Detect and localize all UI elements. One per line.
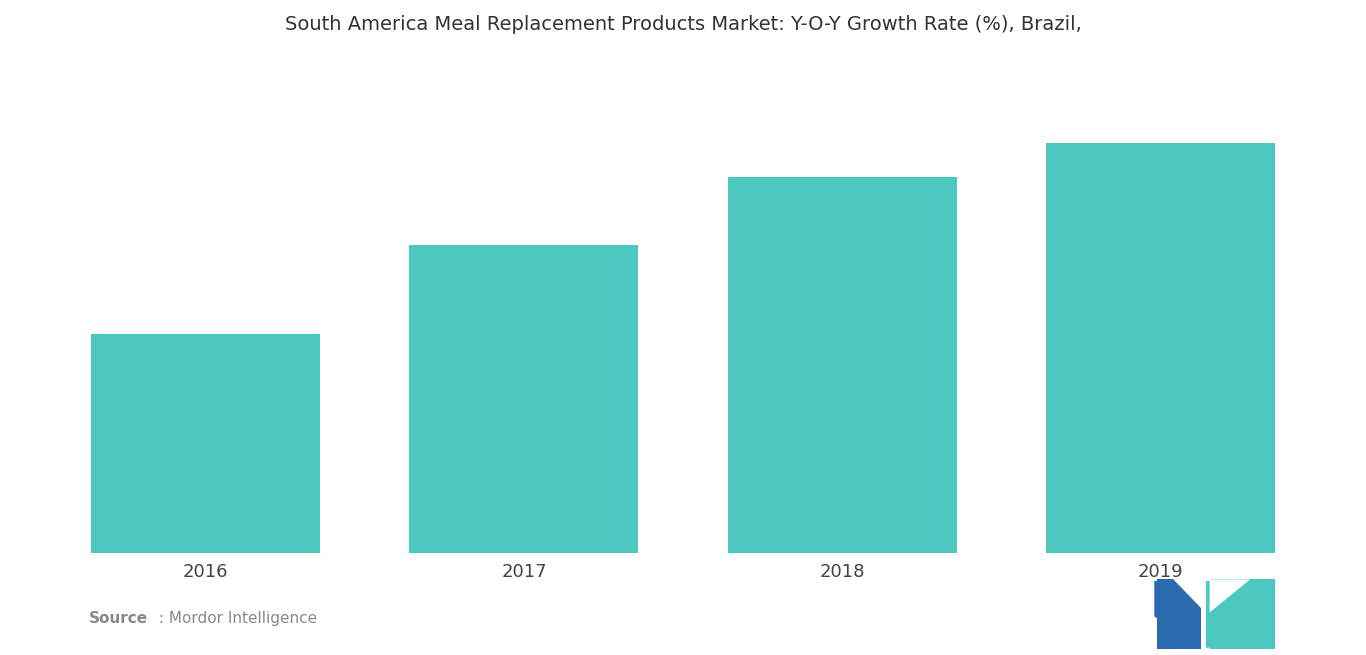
Polygon shape [1210, 580, 1274, 649]
Polygon shape [1154, 581, 1197, 648]
Text: Source: Source [89, 610, 148, 626]
Polygon shape [1157, 580, 1201, 649]
Bar [410, 246, 638, 553]
Polygon shape [1210, 580, 1250, 612]
Bar [92, 334, 321, 553]
Bar [1045, 143, 1274, 553]
Title: South America Meal Replacement Products Market: Y-O-Y Growth Rate (%), Brazil,: South America Meal Replacement Products … [284, 15, 1082, 34]
Polygon shape [1172, 580, 1201, 608]
Bar [728, 177, 956, 553]
Polygon shape [1206, 581, 1274, 648]
Text: : Mordor Intelligence: : Mordor Intelligence [154, 610, 317, 626]
